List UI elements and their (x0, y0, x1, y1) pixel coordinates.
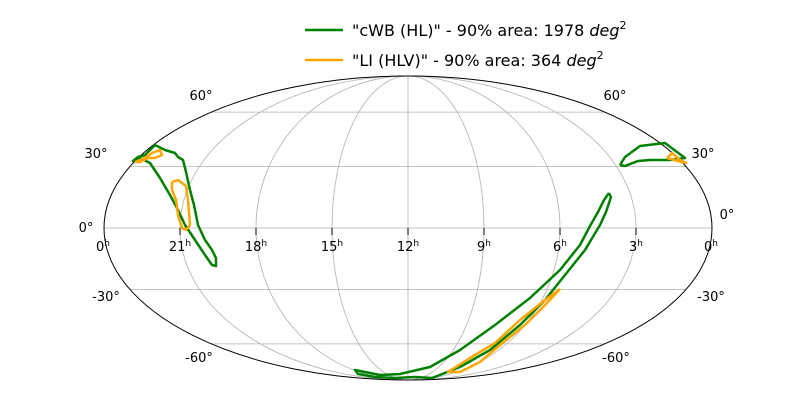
legend-label-cwb: "cWB (HL)" - 90% area: 1978 deg2 (352, 19, 627, 40)
dec-tick-label-left: -30° (92, 290, 120, 305)
sky-boundary (103, 75, 713, 381)
dec-tick-label-right: -60° (602, 351, 630, 366)
ra-tick-label: 15h (321, 239, 343, 255)
ra-tick-label: 18h (245, 239, 267, 255)
legend-label-li: "LI (HLV)" - 90% area: 364 deg2 (352, 49, 604, 70)
dec-tick-label-right: 60° (603, 89, 626, 104)
ra-tick-label: 3h (629, 239, 643, 255)
li-contour (446, 287, 561, 374)
ra-tick-label: 6h (553, 239, 567, 255)
dec-tick-label-left: 30° (84, 147, 107, 162)
li-contour (170, 178, 192, 232)
li-contour (666, 151, 688, 165)
dec-tick-label-right: 30° (691, 147, 714, 162)
dec-tick-label-right: 0° (720, 208, 735, 223)
dec-tick-label-right: -30° (697, 290, 725, 305)
ra-tick-label: 0h (96, 239, 110, 255)
ra-tick-label: 0h (704, 239, 718, 255)
legend: "cWB (HL)" - 90% area: 1978 deg2 "LI (HL… (305, 19, 627, 70)
ra-tick-label: 12h (397, 239, 419, 255)
dec-tick-label-left: -60° (185, 351, 213, 366)
dec-tick-label-left: 0° (79, 221, 94, 236)
dec-tick-label-left: 60° (189, 89, 212, 104)
ra-tick-label: 21h (169, 239, 191, 255)
cwb-contour (131, 143, 218, 268)
cwb-contour (353, 192, 613, 380)
li-contour (134, 148, 164, 164)
ra-tick-label: 9h (477, 239, 491, 255)
